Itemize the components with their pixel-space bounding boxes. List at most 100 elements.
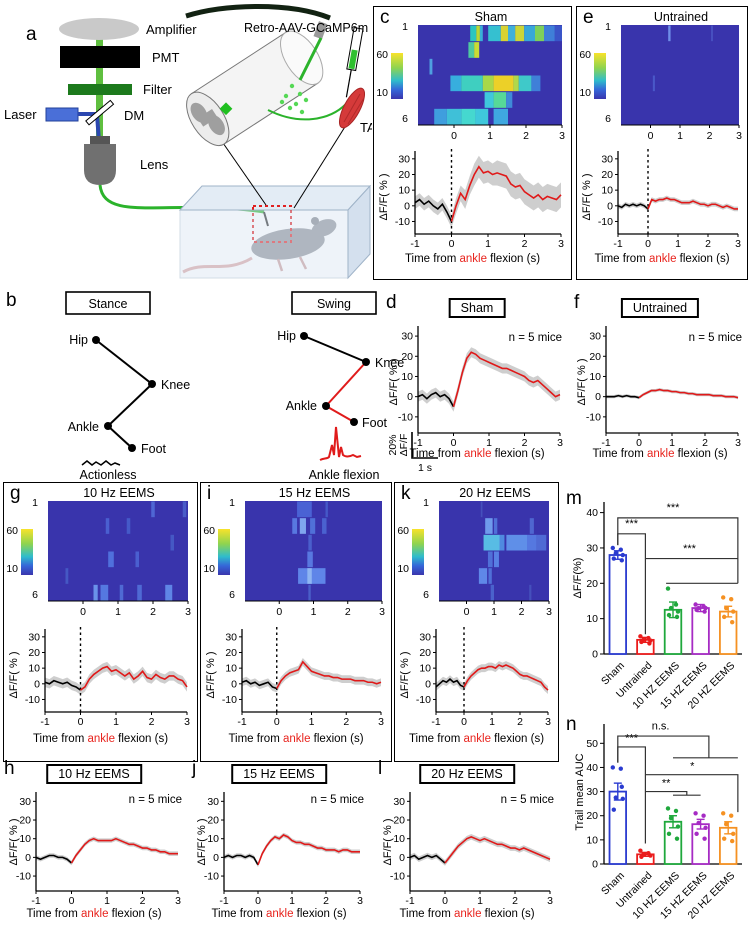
heatmap-segment: [487, 551, 493, 568]
heatmap-segment: [65, 568, 69, 584]
y-tick: 20: [419, 647, 431, 659]
bar-15 HZ EEMS: [691, 823, 710, 865]
trace-pre-event: [617, 203, 649, 210]
heatmap-segment: [710, 25, 714, 42]
x-tick: 1: [104, 895, 110, 907]
heatmap-segment: [544, 25, 555, 42]
trial-top: 1: [402, 21, 408, 33]
data-point: [620, 552, 625, 558]
y-tick: 30: [601, 153, 613, 165]
y-tick: 20: [28, 647, 40, 659]
y-tick: 30: [586, 542, 598, 554]
data-point: [721, 811, 726, 816]
swing-thigh: [303, 335, 367, 363]
trace-post-event: [463, 664, 549, 691]
error-band: [618, 195, 738, 212]
y-tick: 20: [225, 647, 237, 659]
heatmap-segment: [513, 75, 519, 92]
heatmap-segment: [307, 551, 313, 568]
x-axis-label: Time from ankle flexion (s): [26, 908, 162, 920]
y-axis-label: ΔF/F( % ): [581, 173, 593, 221]
colorbar: [391, 53, 403, 99]
x-tick: -1: [31, 895, 40, 907]
data-point: [693, 602, 698, 607]
data-point: [731, 609, 736, 614]
heatmap-segment: [119, 584, 124, 601]
heatmap-10hz: 0 1 2 3: [48, 501, 191, 618]
x-tick: 3: [735, 437, 741, 449]
panel-letter-m: m: [566, 488, 582, 509]
data-point: [730, 619, 735, 625]
y-axis-label: ΔF/F( % ): [8, 651, 20, 699]
heatmap-20hz: 0 1 2 3: [439, 501, 552, 618]
y-axis-label: Trail mean AUC: [574, 753, 586, 831]
ankle-flexion-label: Ankle flexion: [309, 468, 380, 480]
heatmap-segment: [524, 25, 535, 42]
data-point: [694, 831, 699, 837]
data-point: [611, 556, 616, 561]
heatmap-segment: [308, 534, 312, 551]
y-tick: 0: [25, 852, 31, 864]
heatmap-untrained: 0 1 2 3: [621, 25, 742, 142]
panel-letter-f: f: [574, 292, 580, 313]
x-tick: 0: [451, 130, 457, 142]
data-point: [648, 853, 653, 858]
stance-limb: [95, 339, 153, 449]
patch-cable: [185, 4, 331, 21]
heatmap-segment: [531, 75, 541, 92]
data-point: [611, 807, 616, 812]
trace-pre-event: [44, 679, 81, 691]
sig-label: ***: [625, 732, 639, 744]
chamber-side: [347, 184, 371, 280]
y-tick: -10: [25, 694, 40, 706]
y-tick: 30: [586, 786, 598, 798]
y-tick: 10: [419, 663, 431, 675]
swing-title: Swing: [317, 297, 351, 311]
panel-title-box: Sham: [448, 298, 506, 318]
y-tick: 30: [19, 796, 31, 808]
data-point: [730, 838, 735, 844]
leader-line-muscle: [293, 121, 349, 209]
x-tick: -1: [237, 716, 246, 728]
x-tick: 2: [323, 895, 329, 907]
heatmap-segment: [500, 25, 508, 42]
panel-b-gait: b Stance Hip Knee Ankle Foot Actionless …: [6, 290, 438, 480]
trial-bottom: 6: [423, 589, 429, 601]
data-point: [610, 545, 615, 551]
y-axis-label: ΔF/F( % ): [8, 818, 20, 866]
trace-post-event: [70, 837, 178, 864]
panel-title: 20 Hz EEMS: [459, 486, 531, 500]
x-axis-label: Time from ankle flexion (s): [408, 733, 545, 745]
x-tick: 0: [276, 606, 282, 618]
x-tick: 0: [451, 437, 457, 449]
x-tick: 1: [311, 606, 317, 618]
x-tick: 0: [69, 895, 75, 907]
x-axis-label: Time from ankle flexion (s): [32, 733, 169, 745]
hip-label: Hip: [69, 333, 88, 347]
data-point: [693, 811, 698, 816]
y-axis-label: ΔF/F( % ): [378, 173, 390, 221]
y-tick: 20: [207, 815, 219, 827]
trace-pre-event: [417, 391, 455, 408]
y-tick: 40: [586, 762, 598, 774]
y-tick: 0: [592, 859, 598, 871]
chamber-front: [179, 209, 349, 279]
trial-top: 1: [423, 497, 429, 509]
y-tick: 10: [28, 663, 40, 675]
y-axis-label: ΔF/F( % ): [205, 651, 217, 699]
data-point: [638, 848, 643, 853]
ta-label: TA: [360, 120, 372, 135]
x-tick: 0: [645, 238, 651, 250]
lens-shape: [84, 144, 116, 185]
y-tick: 0: [407, 391, 413, 403]
heatmap-sham: 0 1 2 3: [418, 25, 565, 142]
heatmap-segment: [297, 501, 312, 518]
y-axis-label: ΔF/F(%): [572, 557, 584, 599]
heatmap-base: [439, 501, 549, 601]
data-point: [647, 641, 652, 646]
chamber-top: [178, 185, 372, 211]
error-band: [45, 661, 187, 695]
y-tick: 10: [393, 833, 405, 845]
heatmap-segment: [506, 534, 527, 551]
